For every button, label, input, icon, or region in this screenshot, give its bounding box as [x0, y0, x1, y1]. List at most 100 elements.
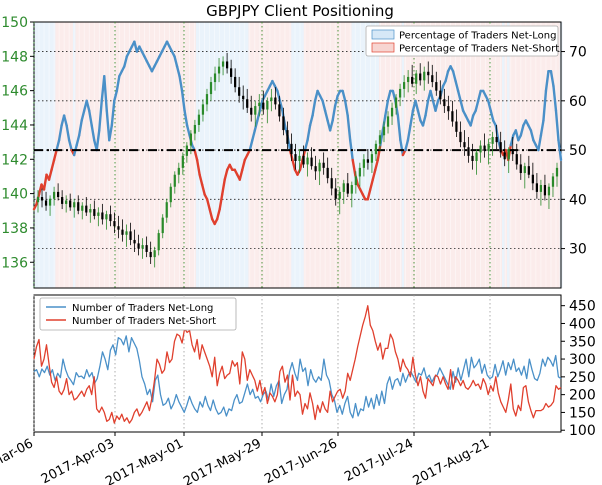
net-short-band	[552, 22, 556, 288]
candle-body	[547, 186, 551, 196]
candle-body	[145, 245, 148, 252]
candle	[153, 246, 156, 268]
pct-segment	[459, 99, 465, 112]
sentiment-bands	[32, 22, 563, 288]
legend-label: Percentage of Traders Net-Long	[399, 31, 557, 42]
candle	[189, 130, 192, 155]
pct-segment	[50, 158, 56, 171]
pct-segment	[552, 84, 558, 112]
candle-body	[451, 111, 454, 122]
pct-segment	[200, 183, 206, 196]
candle	[555, 162, 559, 187]
candle-body	[290, 143, 293, 155]
candle	[523, 162, 526, 189]
pct-segment	[103, 74, 108, 112]
candle-body	[40, 197, 44, 201]
candle	[386, 111, 390, 134]
candle-body	[282, 116, 285, 131]
candle-body	[173, 174, 176, 187]
candle-body	[306, 157, 309, 165]
candle-body	[77, 202, 80, 211]
candle-body	[487, 143, 490, 151]
net-short-band	[65, 22, 69, 288]
net-short-band	[537, 22, 540, 288]
pct-segment	[175, 65, 181, 78]
candle	[185, 142, 188, 163]
net-short-band	[491, 22, 495, 288]
net-long-band	[361, 22, 365, 288]
pct-segment	[554, 109, 560, 142]
candle	[403, 75, 406, 98]
candle-body	[266, 100, 269, 110]
candle	[254, 100, 257, 127]
candle	[374, 140, 378, 162]
legend-swatch	[371, 42, 395, 53]
candle-body	[254, 106, 257, 115]
candle-body	[419, 73, 422, 81]
pct-segment	[346, 114, 352, 142]
candle-body	[113, 221, 116, 227]
pct-segment	[173, 55, 179, 68]
candle-body	[471, 155, 474, 162]
pct-segment	[241, 158, 247, 171]
pct-segment	[258, 99, 264, 112]
candle	[390, 102, 394, 125]
candle	[270, 88, 273, 112]
candle-body	[334, 188, 337, 199]
pct-segment	[544, 70, 550, 93]
candle	[394, 94, 398, 115]
net-short-band	[286, 22, 290, 288]
pct-segment	[110, 99, 116, 127]
net-short-band	[95, 22, 99, 288]
pct-segment	[399, 139, 405, 157]
net-short-band	[271, 22, 274, 288]
net-short-band	[105, 22, 109, 288]
candle	[73, 198, 76, 218]
net-long-band	[296, 22, 300, 288]
net-long-band	[45, 22, 49, 288]
net-short-band	[451, 22, 455, 288]
right-tick-label: 50	[569, 143, 587, 159]
candle	[101, 203, 104, 225]
net-short-band	[421, 22, 425, 288]
candle-body	[217, 66, 221, 74]
candle	[177, 162, 180, 184]
left-tick-label: 148	[1, 49, 28, 65]
candle-body	[302, 155, 305, 165]
candle	[57, 183, 60, 201]
pct-segment	[52, 148, 58, 162]
net-short-band	[557, 22, 561, 288]
candle-body	[177, 167, 180, 175]
candle-body	[475, 152, 478, 162]
candle-body	[310, 157, 313, 167]
candle	[258, 94, 261, 117]
pct-segment	[456, 89, 462, 103]
net-short-band	[266, 22, 269, 288]
candle-body	[81, 205, 84, 211]
pct-segment	[406, 124, 412, 142]
pct-segment	[90, 124, 96, 142]
pct-segment	[476, 89, 482, 103]
candle-body	[193, 124, 197, 134]
candle	[129, 222, 132, 246]
net-short-band	[391, 22, 395, 288]
candle-body	[294, 154, 297, 162]
candle-body	[330, 178, 333, 189]
chart-title: GBPJPY Client Positioning	[206, 2, 394, 20]
candle-body	[121, 229, 124, 235]
candle	[44, 191, 48, 211]
candle	[487, 138, 490, 165]
pct-segment	[416, 109, 422, 122]
pct-segment	[537, 134, 543, 152]
candle-body	[73, 202, 76, 208]
net-short-band	[160, 22, 164, 288]
net-short-band	[381, 22, 385, 288]
candle	[354, 171, 357, 194]
candle	[451, 100, 454, 127]
candle-body	[101, 212, 104, 220]
pct-segment	[98, 99, 103, 132]
pct-segment	[549, 70, 555, 88]
pct-segment	[47, 168, 53, 181]
pct-segment	[396, 114, 402, 142]
